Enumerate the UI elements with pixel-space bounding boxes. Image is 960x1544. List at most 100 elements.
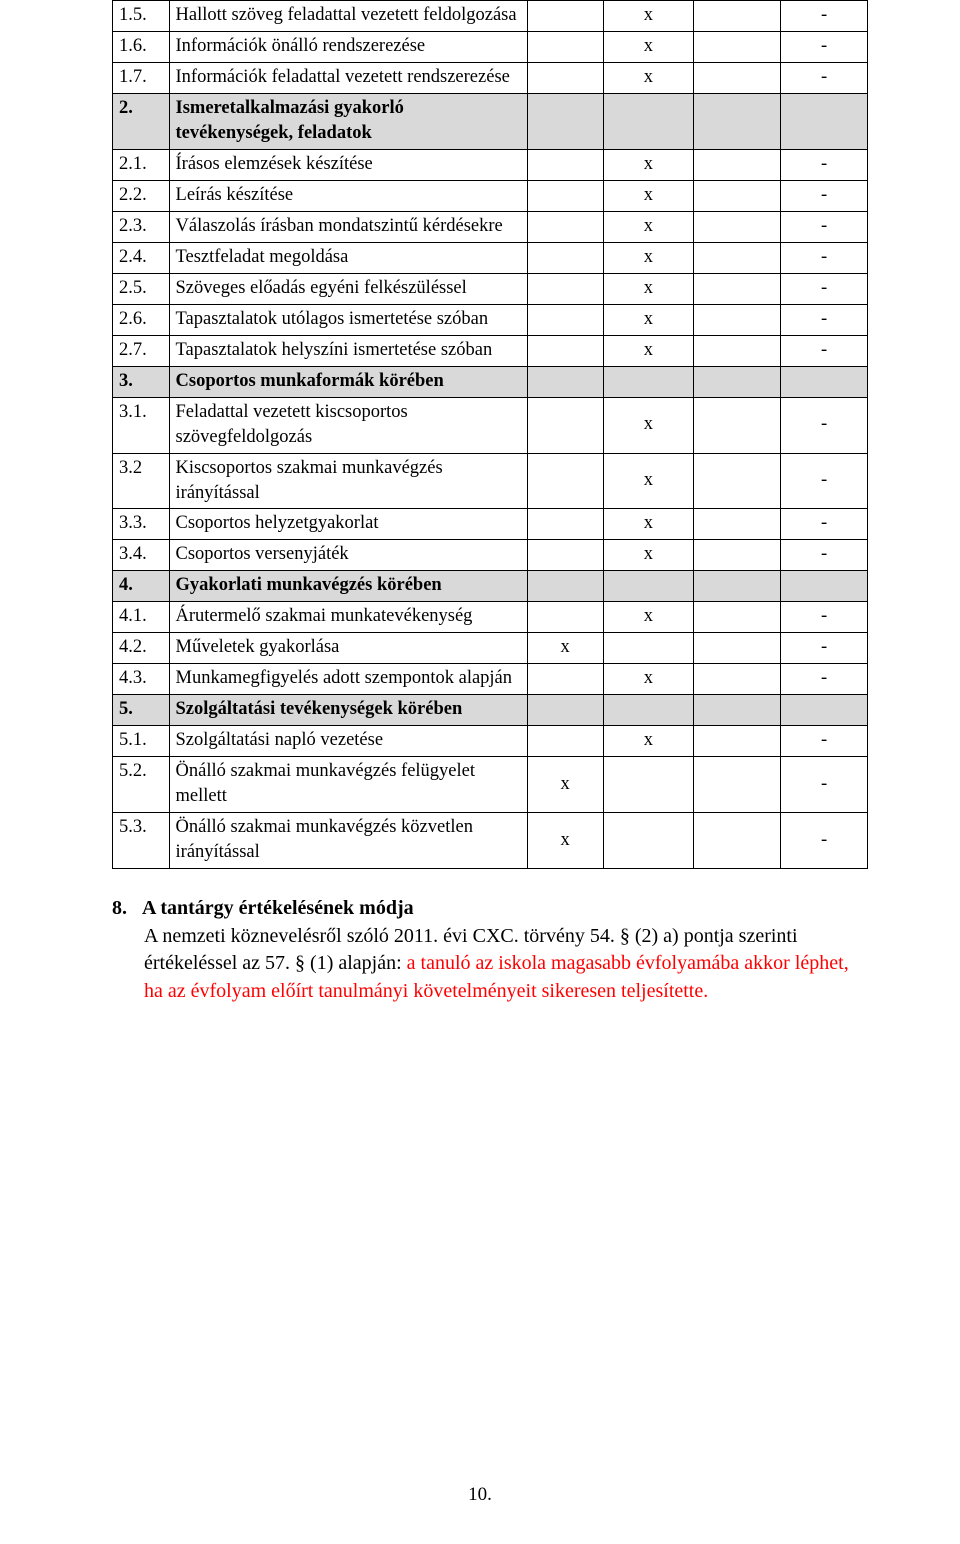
row-col-1: x	[603, 211, 694, 242]
row-text: Önálló szakmai munkavégzés felügyelet me…	[169, 757, 527, 813]
row-number: 3.2	[113, 453, 170, 509]
row-number: 4.2.	[113, 633, 170, 664]
row-text: Szolgáltatási tevékenységek körében	[169, 695, 527, 726]
row-text: Feladattal vezetett kiscsoportos szövegf…	[169, 397, 527, 453]
row-col-3: -	[781, 149, 868, 180]
table-row: 3.4.Csoportos versenyjátékx-	[113, 540, 868, 571]
row-col-3: -	[781, 397, 868, 453]
row-col-1: x	[603, 31, 694, 62]
row-col-0	[527, 242, 603, 273]
row-col-2	[694, 664, 781, 695]
row-col-2	[694, 62, 781, 93]
table-row: 2.7.Tapasztalatok helyszíni ismertetése …	[113, 335, 868, 366]
row-col-1: x	[603, 242, 694, 273]
row-col-3: -	[781, 757, 868, 813]
section-8-num: 8.	[112, 897, 127, 919]
row-text: Válaszolás írásban mondatszintű kérdések…	[169, 211, 527, 242]
row-col-1: x	[603, 453, 694, 509]
row-col-0	[527, 335, 603, 366]
table-row: 4.Gyakorlati munkavégzés körében	[113, 571, 868, 602]
row-number: 5.1.	[113, 726, 170, 757]
row-col-2	[694, 242, 781, 273]
row-number: 2.7.	[113, 335, 170, 366]
row-col-0	[527, 726, 603, 757]
row-text: Szöveges előadás egyéni felkészüléssel	[169, 273, 527, 304]
row-col-0	[527, 397, 603, 453]
row-number: 4.1.	[113, 602, 170, 633]
row-col-2	[694, 633, 781, 664]
table-row: 4.2.Műveletek gyakorlásax-	[113, 633, 868, 664]
row-col-3: -	[781, 813, 868, 869]
row-col-1: x	[603, 304, 694, 335]
row-col-1: x	[603, 726, 694, 757]
row-number: 1.6.	[113, 31, 170, 62]
row-number: 4.3.	[113, 664, 170, 695]
row-col-2	[694, 813, 781, 869]
row-number: 1.5.	[113, 1, 170, 32]
row-text: Tapasztalatok utólagos ismertetése szóba…	[169, 304, 527, 335]
row-number: 2.1.	[113, 149, 170, 180]
row-col-1: x	[603, 273, 694, 304]
row-col-3	[781, 93, 868, 149]
section-8-heading: 8. A tantárgy értékelésének módja	[112, 895, 868, 923]
row-number: 2.2.	[113, 180, 170, 211]
row-col-2	[694, 695, 781, 726]
row-col-0	[527, 509, 603, 540]
row-col-0	[527, 366, 603, 397]
row-col-3: -	[781, 726, 868, 757]
table-row: 1.5.Hallott szöveg feladattal vezetett f…	[113, 1, 868, 32]
row-col-3: -	[781, 540, 868, 571]
row-col-1	[603, 633, 694, 664]
row-col-2	[694, 93, 781, 149]
row-col-1: x	[603, 602, 694, 633]
row-col-2	[694, 335, 781, 366]
row-col-0	[527, 602, 603, 633]
row-col-0	[527, 664, 603, 695]
row-number: 2.4.	[113, 242, 170, 273]
row-col-0	[527, 62, 603, 93]
row-col-2	[694, 757, 781, 813]
row-col-0	[527, 571, 603, 602]
section-8-body: A nemzeti köznevelésről szóló 2011. évi …	[144, 923, 868, 1006]
table-row: 2.2.Leírás készítésex-	[113, 180, 868, 211]
table-row: 2.4.Tesztfeladat megoldásax-	[113, 242, 868, 273]
row-col-0	[527, 304, 603, 335]
row-col-3: -	[781, 1, 868, 32]
methods-table: 1.5.Hallott szöveg feladattal vezetett f…	[112, 0, 868, 869]
table-row: 5.3.Önálló szakmai munkavégzés közvetlen…	[113, 813, 868, 869]
row-col-1: x	[603, 180, 694, 211]
row-text: Csoportos helyzetgyakorlat	[169, 509, 527, 540]
table-row: 1.7.Információk feladattal vezetett rend…	[113, 62, 868, 93]
row-col-1	[603, 813, 694, 869]
row-number: 3.	[113, 366, 170, 397]
row-col-3: -	[781, 62, 868, 93]
row-col-2	[694, 31, 781, 62]
section-8-title: A tantárgy értékelésének módja	[142, 897, 414, 919]
row-col-1	[603, 366, 694, 397]
row-number: 3.1.	[113, 397, 170, 453]
row-col-3: -	[781, 335, 868, 366]
row-col-2	[694, 602, 781, 633]
row-col-3	[781, 366, 868, 397]
row-col-1: x	[603, 149, 694, 180]
row-col-3: -	[781, 664, 868, 695]
row-col-2	[694, 571, 781, 602]
table-row: 5.2.Önálló szakmai munkavégzés felügyele…	[113, 757, 868, 813]
table-row: 3.3.Csoportos helyzetgyakorlatx-	[113, 509, 868, 540]
row-col-2	[694, 726, 781, 757]
row-col-1: x	[603, 664, 694, 695]
row-col-0	[527, 695, 603, 726]
table-row: 3.1.Feladattal vezetett kiscsoportos szö…	[113, 397, 868, 453]
row-number: 1.7.	[113, 62, 170, 93]
row-col-3: -	[781, 633, 868, 664]
row-text: Írásos elemzések készítése	[169, 149, 527, 180]
row-col-3: -	[781, 304, 868, 335]
row-col-0	[527, 211, 603, 242]
row-col-2	[694, 397, 781, 453]
row-col-0	[527, 273, 603, 304]
table-row: 2.1.Írásos elemzések készítése x -	[113, 149, 868, 180]
row-col-3: -	[781, 180, 868, 211]
table-row: 2.Ismeretalkalmazási gyakorló tevékenysé…	[113, 93, 868, 149]
row-col-2	[694, 453, 781, 509]
page-number: 10.	[0, 1484, 960, 1506]
